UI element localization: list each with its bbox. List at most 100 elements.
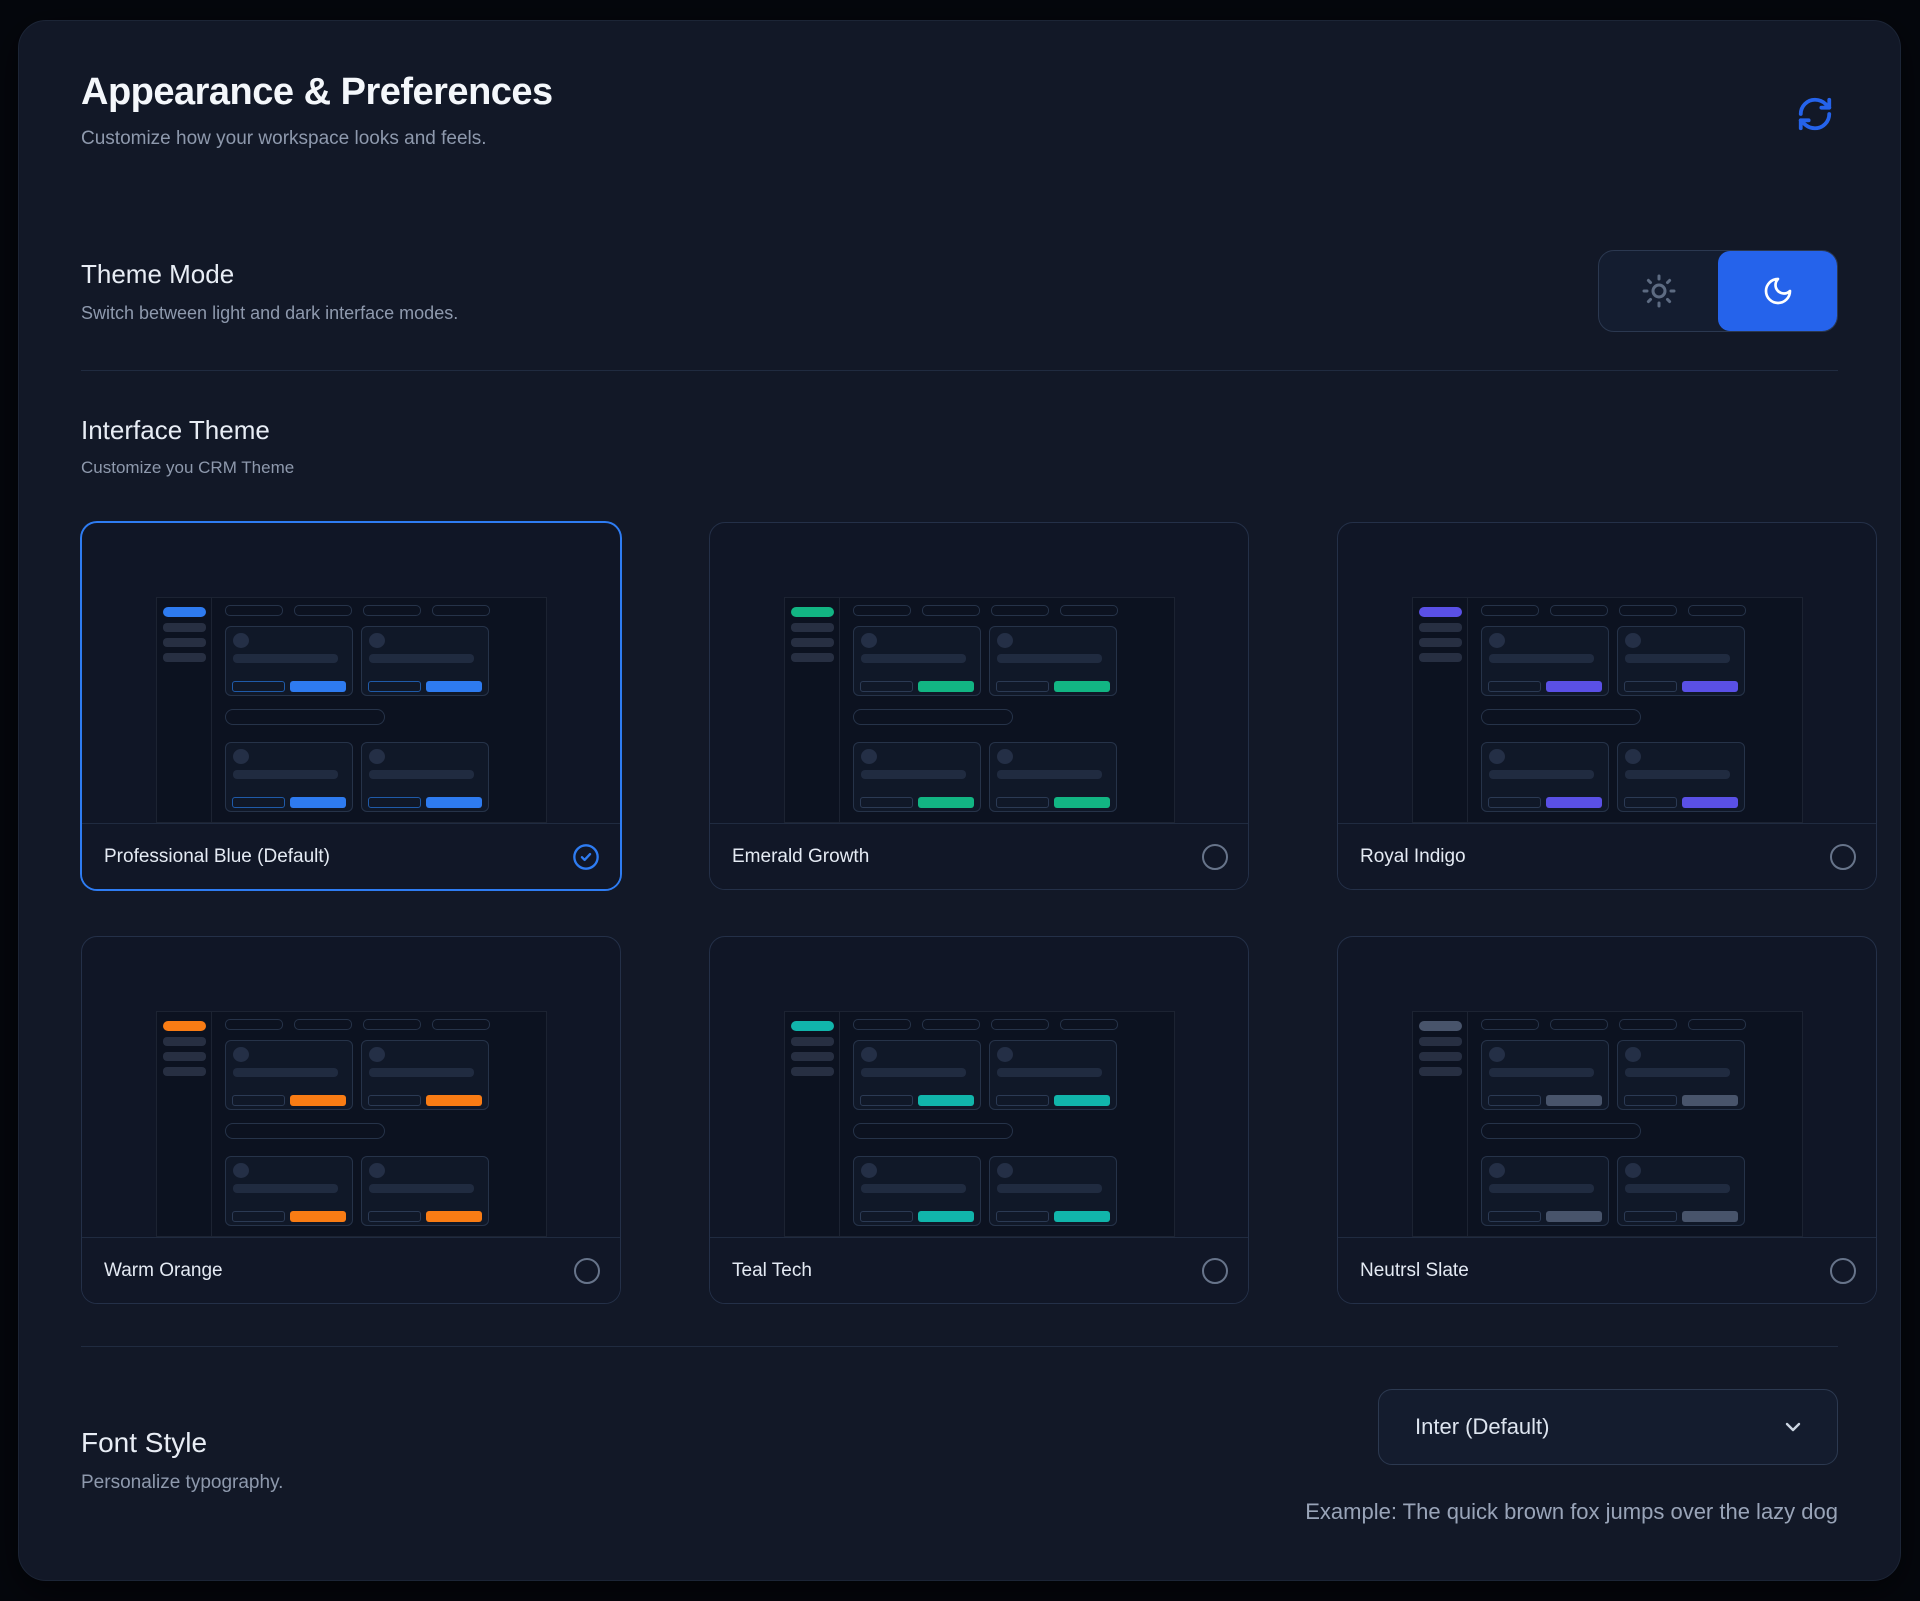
avatar: [1624, 1047, 1641, 1062]
theme-grid: Professional Blue (Default): [81, 522, 1877, 1304]
theme-radio[interactable]: [1202, 1257, 1228, 1284]
text-bar: [1624, 654, 1730, 663]
mockup-card: [1616, 1156, 1745, 1226]
interface-theme-header: Interface Theme Customize you CRM Theme: [63, 415, 1856, 478]
accent-button: [917, 797, 974, 808]
theme-card-neutrsl-slate[interactable]: Neutrsl Slate: [1337, 936, 1877, 1304]
mockup-card: [988, 1040, 1117, 1110]
mockup-main: [1468, 598, 1802, 822]
button-row: [1623, 1211, 1738, 1222]
outline-button: [1487, 681, 1541, 692]
outline-button: [231, 1095, 285, 1106]
accent-button: [289, 797, 346, 808]
nav-pill: [1687, 605, 1746, 616]
refresh-button[interactable]: [1792, 91, 1838, 137]
nav-pill: [362, 605, 421, 616]
nav-pill: [852, 1019, 911, 1030]
light-mode-button[interactable]: [1599, 251, 1718, 331]
theme-card-footer: Teal Tech: [710, 1237, 1248, 1303]
mockup-card: [988, 626, 1117, 696]
accent-button: [425, 681, 482, 692]
sidebar-pill: [790, 623, 834, 632]
mockup-navbar: [852, 605, 1174, 616]
theme-card-emerald-growth[interactable]: Emerald Growth: [709, 522, 1249, 890]
mockup-card-row: [224, 1040, 546, 1110]
nav-pill: [1618, 605, 1677, 616]
theme-mode-toggle[interactable]: [1598, 250, 1838, 332]
theme-card-royal-indigo[interactable]: Royal Indigo: [1337, 522, 1877, 890]
avatar: [860, 633, 877, 648]
mockup-card: [852, 742, 981, 812]
nav-pill: [293, 1019, 352, 1030]
interface-theme-title: Interface Theme: [81, 415, 270, 445]
theme-card-warm-orange[interactable]: Warm Orange: [81, 936, 621, 1304]
mockup-card-row: [852, 742, 1174, 812]
theme-radio[interactable]: [1830, 1257, 1856, 1284]
sidebar-pill: [1418, 623, 1462, 632]
button-row: [995, 1211, 1110, 1222]
text-bar: [1624, 770, 1730, 779]
button-row: [231, 797, 346, 808]
theme-radio[interactable]: [1830, 843, 1856, 870]
sidebar-pill: [162, 1067, 206, 1076]
mockup-card-row: [224, 626, 546, 696]
theme-radio[interactable]: [574, 1257, 600, 1284]
sidebar-pill: [790, 1037, 834, 1046]
text-bar: [1488, 1184, 1594, 1193]
theme-card-footer: Royal Indigo: [1338, 823, 1876, 889]
avatar: [1624, 1163, 1641, 1178]
nav-pill: [1059, 1019, 1118, 1030]
avatar: [368, 633, 385, 648]
mockup-search-bar: [1480, 709, 1641, 725]
mockup-main: [212, 598, 546, 822]
theme-radio[interactable]: [1202, 843, 1228, 870]
selected-check-icon[interactable]: [572, 843, 600, 871]
mockup-card: [360, 1040, 489, 1110]
nav-pill: [1480, 605, 1539, 616]
font-select-dropdown[interactable]: Inter (Default): [1378, 1389, 1838, 1465]
button-row: [367, 1211, 482, 1222]
theme-preview: [710, 937, 1248, 1237]
nav-pill: [1618, 1019, 1677, 1030]
nav-pill: [431, 605, 490, 616]
text-bar: [1624, 1184, 1730, 1193]
mockup-card: [1616, 1040, 1745, 1110]
mini-dashboard-mockup: [783, 1011, 1175, 1237]
text-bar: [368, 1068, 474, 1077]
header: Appearance & Preferences Customize how y…: [63, 71, 1856, 150]
outline-button: [995, 1211, 1049, 1222]
button-row: [995, 681, 1110, 692]
text-bar: [368, 770, 474, 779]
mockup-card: [360, 626, 489, 696]
outline-button: [367, 797, 421, 808]
button-row: [859, 681, 974, 692]
sidebar-pill: [162, 653, 206, 662]
text-bar: [860, 1184, 966, 1193]
outline-button: [367, 681, 421, 692]
mini-dashboard-mockup: [1411, 1011, 1803, 1237]
mockup-card: [988, 1156, 1117, 1226]
mockup-card-row: [1480, 1156, 1802, 1226]
nav-pill: [1549, 605, 1608, 616]
theme-preview: [82, 937, 620, 1237]
accent-button: [1053, 797, 1110, 808]
font-style-text: Font Style Personalize typography.: [81, 1389, 283, 1494]
theme-card-professional-blue[interactable]: Professional Blue (Default): [81, 522, 621, 890]
dark-mode-button[interactable]: [1718, 251, 1837, 331]
mini-dashboard-mockup: [155, 1011, 547, 1237]
theme-card-teal-tech[interactable]: Teal Tech: [709, 936, 1249, 1304]
section-divider: [81, 1346, 1838, 1347]
avatar: [232, 1163, 249, 1178]
sidebar-pill: [1418, 638, 1462, 647]
nav-pill: [990, 1019, 1049, 1030]
avatar: [232, 749, 249, 764]
font-select-value: Inter (Default): [1415, 1414, 1550, 1439]
page-subtitle: Customize how your workspace looks and f…: [81, 128, 487, 149]
accent-button: [289, 1095, 346, 1106]
nav-pill: [224, 605, 283, 616]
mockup-sidebar: [157, 1012, 212, 1236]
mockup-card-row: [852, 626, 1174, 696]
theme-preview: [710, 523, 1248, 823]
text-bar: [1624, 1068, 1730, 1077]
mockup-card: [852, 1040, 981, 1110]
